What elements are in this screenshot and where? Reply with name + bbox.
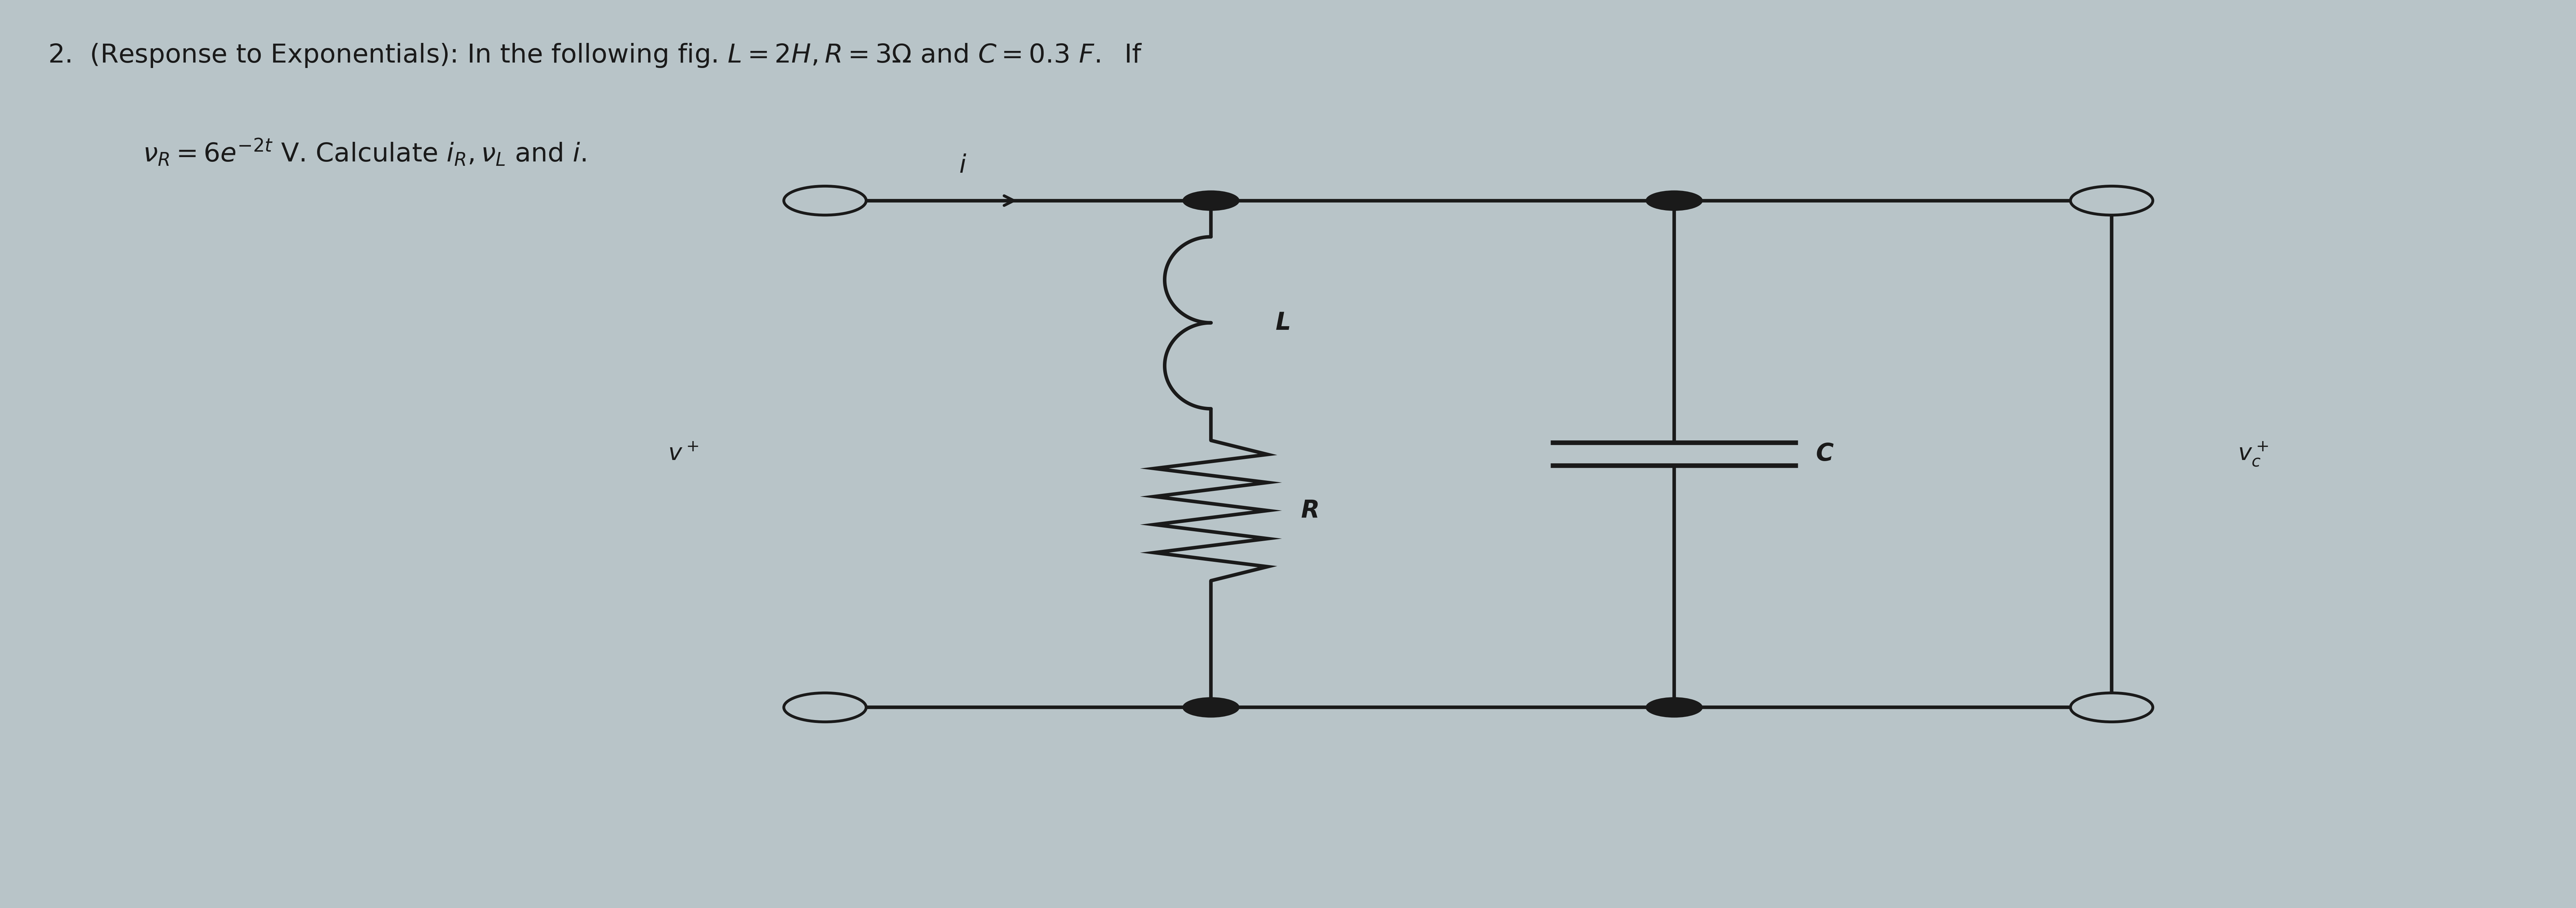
- Text: R: R: [1301, 498, 1319, 523]
- Text: 2.  (Response to Exponentials): In the following fig. $L = 2H, R = 3\Omega$ and : 2. (Response to Exponentials): In the fo…: [49, 43, 1141, 69]
- Text: $\nu_R= 6e^{-2t}$ V. Calculate $i_R, \nu_L$ and $i.$: $\nu_R= 6e^{-2t}$ V. Calculate $i_R, \nu…: [144, 137, 587, 167]
- Text: L: L: [1275, 311, 1291, 335]
- Text: C: C: [1816, 442, 1834, 466]
- Circle shape: [783, 186, 866, 215]
- Circle shape: [2071, 693, 2154, 722]
- Text: $v_c^+$: $v_c^+$: [2239, 440, 2267, 468]
- Circle shape: [1646, 191, 1703, 211]
- Text: $i$: $i$: [958, 153, 966, 178]
- Circle shape: [1646, 697, 1703, 717]
- Circle shape: [1182, 191, 1239, 211]
- Circle shape: [2071, 186, 2154, 215]
- Circle shape: [1182, 697, 1239, 717]
- Circle shape: [783, 693, 866, 722]
- Text: $v^+$: $v^+$: [667, 443, 698, 465]
